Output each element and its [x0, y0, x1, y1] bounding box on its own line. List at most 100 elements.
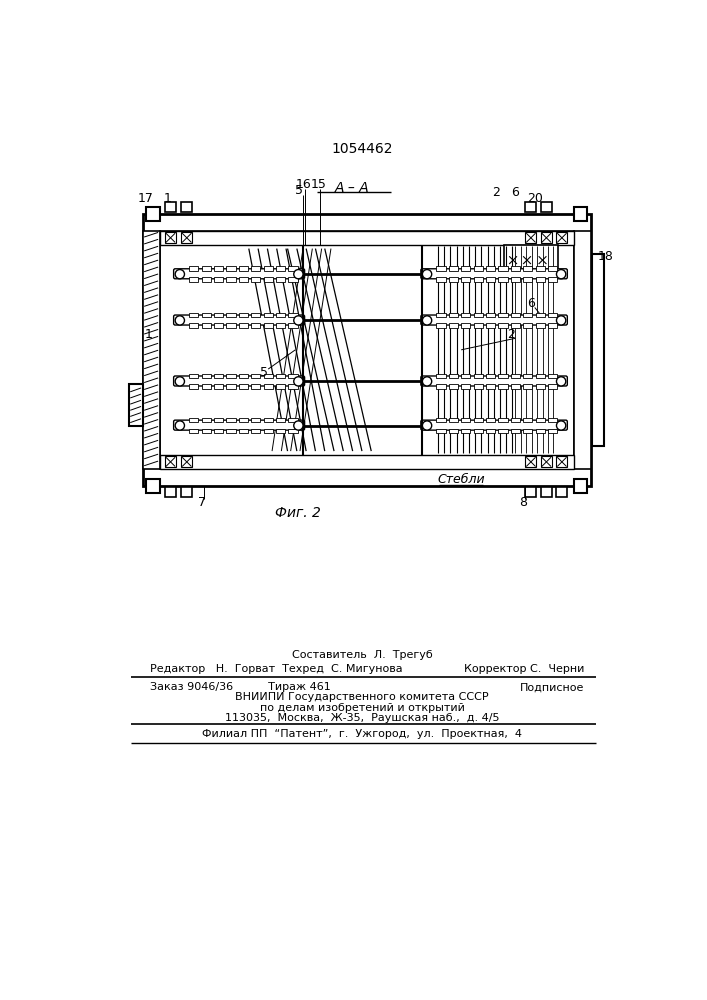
Bar: [251, 323, 260, 328]
Bar: [201, 266, 211, 271]
Circle shape: [175, 270, 185, 279]
Bar: [288, 374, 298, 378]
Bar: [474, 374, 483, 378]
Bar: [226, 418, 235, 422]
Bar: [573, 479, 588, 493]
Bar: [201, 313, 211, 317]
Bar: [189, 323, 199, 328]
Bar: [510, 323, 520, 328]
Text: Подписное: Подписное: [520, 682, 585, 692]
FancyBboxPatch shape: [174, 315, 305, 325]
Text: Фиг. 2: Фиг. 2: [275, 506, 320, 520]
Bar: [449, 429, 458, 433]
Bar: [214, 384, 223, 389]
Bar: [436, 374, 445, 378]
Bar: [474, 323, 483, 328]
Circle shape: [422, 421, 432, 430]
Bar: [548, 418, 557, 422]
Bar: [535, 323, 545, 328]
FancyBboxPatch shape: [174, 269, 305, 279]
Text: 2: 2: [492, 186, 500, 199]
Bar: [535, 418, 545, 422]
Bar: [214, 266, 223, 271]
Bar: [523, 313, 532, 317]
Bar: [239, 266, 248, 271]
Bar: [461, 266, 470, 271]
Bar: [461, 418, 470, 422]
Bar: [525, 232, 537, 243]
Circle shape: [556, 377, 566, 386]
Bar: [165, 232, 176, 243]
Bar: [251, 384, 260, 389]
Bar: [486, 323, 495, 328]
Bar: [239, 277, 248, 282]
Bar: [449, 313, 458, 317]
Bar: [573, 231, 590, 469]
Bar: [276, 323, 285, 328]
Bar: [189, 266, 199, 271]
Bar: [548, 313, 557, 317]
Bar: [535, 384, 545, 389]
Bar: [239, 429, 248, 433]
Bar: [201, 374, 211, 378]
Bar: [523, 429, 532, 433]
Bar: [214, 429, 223, 433]
Bar: [288, 266, 298, 271]
Bar: [436, 277, 445, 282]
Bar: [276, 277, 285, 282]
Bar: [143, 231, 160, 469]
Bar: [251, 277, 260, 282]
Text: ВНИИПИ Государственного комитета СССР: ВНИИПИ Государственного комитета СССР: [235, 692, 489, 702]
Bar: [214, 374, 223, 378]
Circle shape: [175, 377, 185, 386]
Bar: [264, 429, 273, 433]
Bar: [498, 418, 508, 422]
Bar: [146, 479, 160, 493]
Text: 8: 8: [519, 496, 527, 509]
Bar: [189, 374, 199, 378]
Bar: [288, 384, 298, 389]
Bar: [498, 266, 508, 271]
Bar: [525, 202, 537, 212]
Bar: [548, 374, 557, 378]
FancyBboxPatch shape: [174, 376, 305, 386]
Circle shape: [293, 270, 303, 279]
Bar: [449, 418, 458, 422]
Bar: [486, 418, 495, 422]
Bar: [226, 323, 235, 328]
Bar: [541, 202, 552, 212]
Bar: [486, 313, 495, 317]
Text: А – А: А – А: [334, 181, 369, 195]
Bar: [541, 487, 552, 497]
Bar: [556, 456, 567, 467]
Bar: [251, 313, 260, 317]
Bar: [214, 277, 223, 282]
Bar: [535, 277, 545, 282]
Bar: [523, 277, 532, 282]
Bar: [510, 418, 520, 422]
Text: 1054462: 1054462: [331, 142, 392, 156]
Bar: [486, 277, 495, 282]
Bar: [264, 418, 273, 422]
Bar: [461, 313, 470, 317]
FancyBboxPatch shape: [421, 269, 567, 279]
Bar: [226, 374, 235, 378]
Bar: [548, 384, 557, 389]
Bar: [189, 429, 199, 433]
Text: 7: 7: [198, 496, 206, 509]
Bar: [573, 207, 588, 221]
Bar: [510, 313, 520, 317]
Bar: [182, 487, 192, 497]
Bar: [165, 487, 176, 497]
Bar: [510, 384, 520, 389]
Bar: [226, 384, 235, 389]
Bar: [436, 429, 445, 433]
Bar: [548, 323, 557, 328]
Bar: [276, 374, 285, 378]
Circle shape: [422, 377, 432, 386]
Circle shape: [422, 270, 432, 279]
Text: 1: 1: [163, 192, 171, 205]
Bar: [486, 384, 495, 389]
Bar: [461, 384, 470, 389]
Text: Составитель  Л.  Трегуб: Составитель Л. Трегуб: [291, 650, 432, 660]
